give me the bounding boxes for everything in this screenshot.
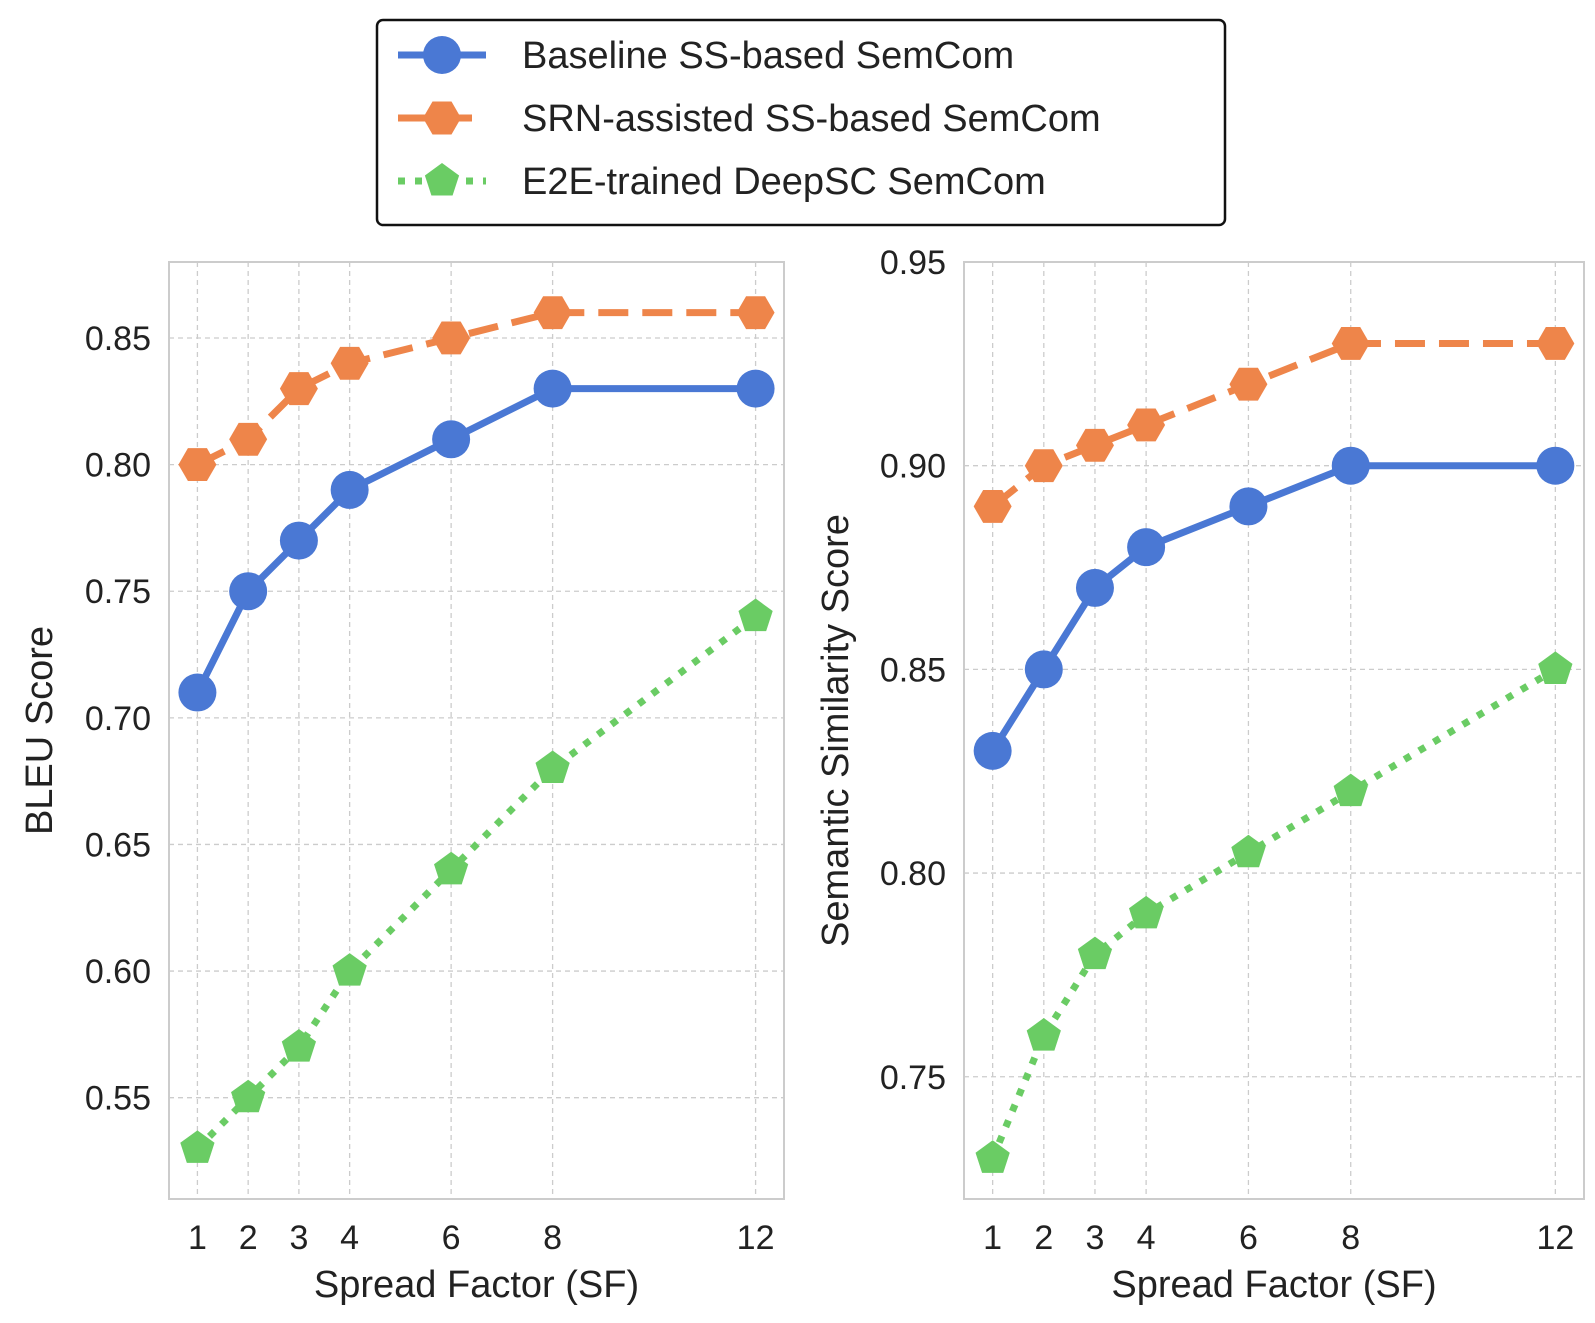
y-axis-label: Semantic Similarity Score: [815, 514, 857, 947]
data-point: [432, 321, 471, 355]
data-point: [332, 953, 367, 986]
data-point: [973, 489, 1012, 523]
series-pentagon: [975, 651, 1573, 1173]
data-point: [736, 296, 775, 330]
data-point: [229, 572, 268, 611]
data-point: [736, 369, 775, 408]
y-tick-label: 0.75: [85, 573, 151, 611]
legend: Baseline SS-based SemCom SRN-assisted SS-…: [375, 18, 1227, 227]
data-point: [1333, 773, 1368, 807]
legend-label-3: E2E-trained DeepSC SemCom: [522, 161, 1046, 203]
x-tick-label: 4: [340, 1219, 359, 1257]
x-tick-label: 8: [1341, 1219, 1360, 1257]
y-tick-label: 0.80: [85, 447, 151, 485]
x-tick-label: 1: [188, 1219, 207, 1257]
y-tick-label: 0.55: [85, 1080, 151, 1118]
data-point: [1229, 487, 1268, 526]
data-point: [1231, 834, 1266, 868]
series-pentagon: [180, 598, 773, 1163]
data-point: [330, 470, 369, 509]
data-point: [1026, 1018, 1061, 1051]
data-point: [1536, 327, 1575, 360]
x-tick-label: 6: [1239, 1219, 1258, 1257]
y-tick-label: 0.65: [85, 826, 151, 864]
legend-marker-3: [424, 163, 460, 196]
x-tick-label: 3: [1085, 1219, 1104, 1257]
data-point: [1075, 428, 1114, 462]
data-point: [178, 448, 217, 482]
x-tick-label: 2: [1034, 1219, 1053, 1257]
legend-frame: [375, 18, 1227, 227]
y-tick-label: 0.70: [85, 700, 151, 738]
legend-label-2: SRN-assisted SS-based SemCom: [522, 98, 1101, 140]
data-point: [434, 851, 469, 885]
y-tick-label: 0.90: [880, 448, 946, 486]
data-point: [330, 346, 369, 380]
y-axis-label: BLEU Score: [19, 626, 61, 835]
data-point: [1077, 936, 1113, 970]
x-tick-label: 8: [543, 1219, 562, 1257]
series-line: [989, 666, 1558, 1160]
legend-marker-2: [423, 101, 461, 135]
data-point: [1024, 449, 1063, 483]
x-tick-label: 12: [737, 1219, 775, 1257]
y-tick-label: 0.95: [880, 244, 946, 282]
x-tick-label: 3: [289, 1219, 308, 1257]
series-hexagon: [178, 296, 775, 482]
data-point: [281, 1029, 317, 1062]
series-circle: [973, 446, 1575, 770]
data-point: [229, 422, 268, 456]
data-point: [1331, 446, 1370, 485]
x-tick-label: 6: [442, 1219, 461, 1257]
series-line: [990, 339, 1556, 510]
data-point: [1538, 651, 1573, 684]
data-point: [535, 750, 570, 784]
y-tick-label: 0.60: [85, 953, 151, 991]
x-axis-label: Spread Factor (SF): [314, 1264, 639, 1306]
series-line: [194, 613, 758, 1151]
y-tick-label: 0.85: [880, 651, 946, 689]
data-point: [231, 1079, 266, 1113]
data-point: [432, 420, 471, 459]
legend-marker-1: [423, 36, 461, 74]
data-point: [279, 372, 318, 406]
bleu-chart-panel: 1 2 3 4 6 8 120.550.600.650.700.750.800.85Spre…: [19, 261, 785, 1306]
data-point: [1127, 528, 1166, 567]
data-point: [178, 673, 217, 712]
y-tick-label: 0.75: [880, 1059, 946, 1097]
x-axis-label: Spread Factor (SF): [1111, 1264, 1436, 1306]
legend-label-1: Baseline SS-based SemCom: [522, 35, 1014, 77]
x-tick-label: 12: [1536, 1219, 1574, 1257]
data-point: [973, 731, 1012, 770]
data-point: [1127, 408, 1166, 442]
data-point: [738, 598, 773, 632]
data-point: [1536, 446, 1575, 485]
plot-frame: [168, 261, 785, 1200]
data-point: [1075, 568, 1114, 607]
data-point: [1128, 895, 1164, 929]
x-tick-label: 1: [983, 1219, 1002, 1257]
series-hexagon: [973, 327, 1575, 523]
y-tick-label: 0.85: [85, 320, 151, 358]
data-point: [975, 1140, 1010, 1173]
plot-frame: [963, 261, 1585, 1200]
data-point: [1229, 367, 1268, 401]
data-point: [1024, 650, 1063, 689]
data-point: [180, 1130, 215, 1163]
data-point: [1331, 327, 1370, 360]
y-tick-label: 0.80: [880, 855, 946, 893]
data-point: [533, 296, 572, 330]
series-circle: [178, 369, 775, 712]
x-tick-label: 4: [1137, 1219, 1156, 1257]
series-line: [989, 462, 1556, 753]
x-tick-label: 2: [239, 1219, 258, 1257]
data-point: [533, 369, 572, 408]
data-point: [279, 521, 318, 560]
